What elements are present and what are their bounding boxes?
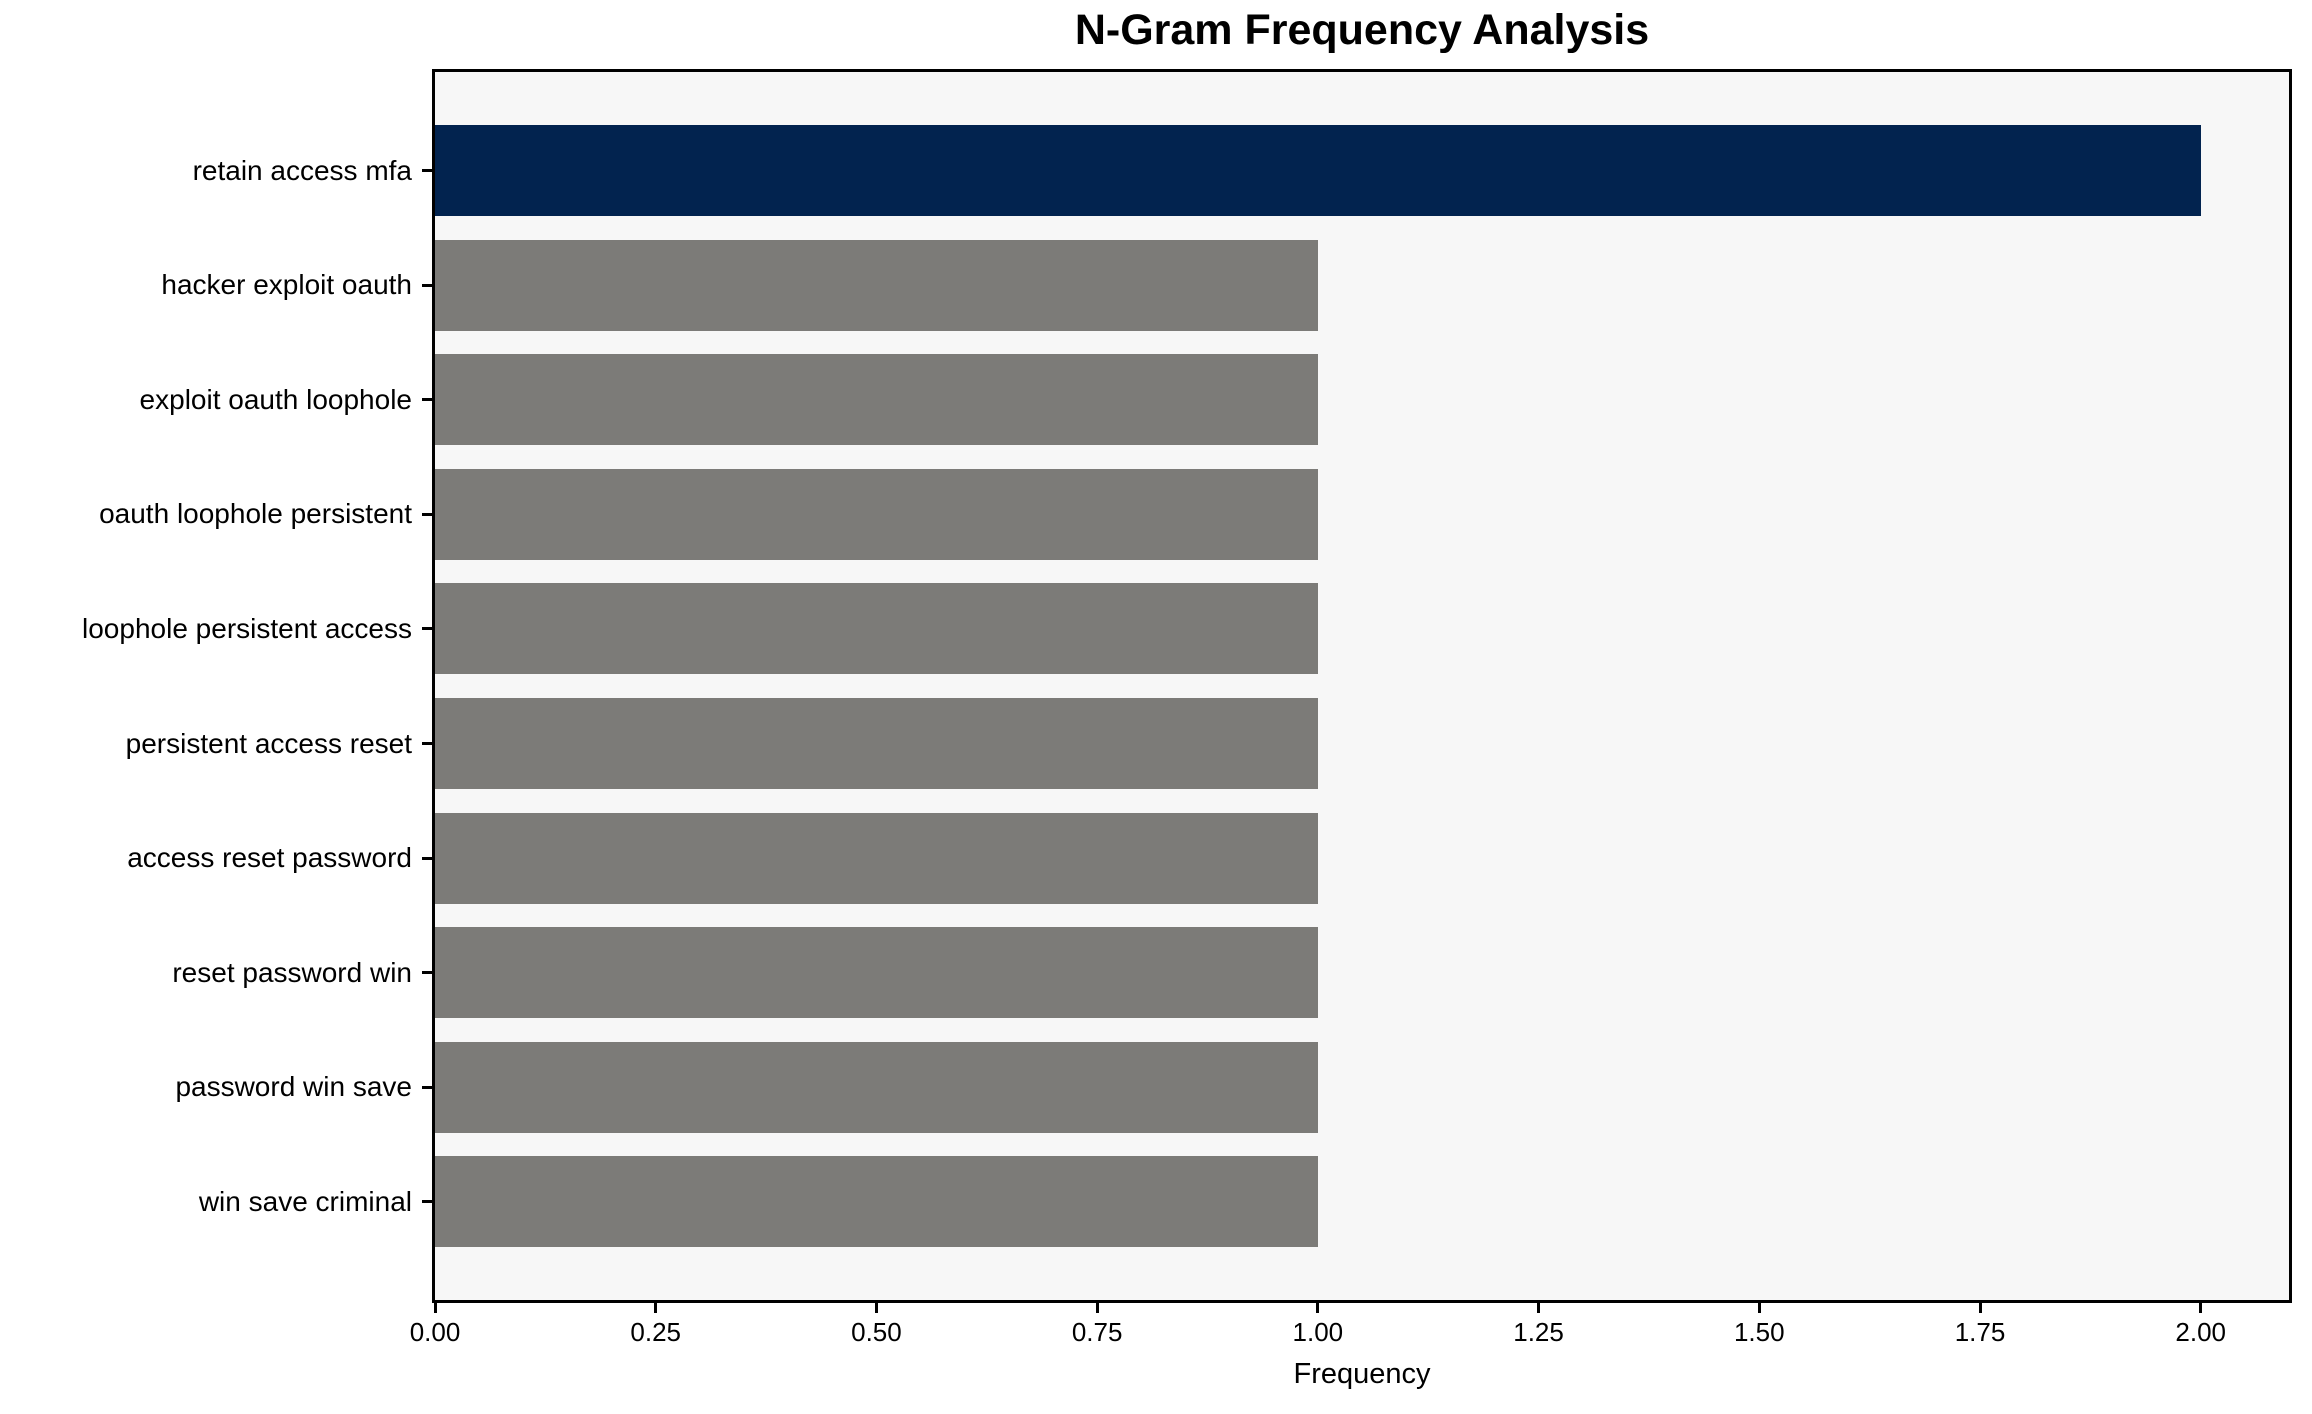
x-tick-label: 2.00	[2175, 1317, 2226, 1347]
y-tick-label: persistent access reset	[125, 727, 412, 759]
x-tick-label: 1.75	[1954, 1317, 2006, 1347]
y-tick-mark	[422, 1200, 432, 1204]
y-tick-mark	[422, 169, 432, 172]
x-tick-label: 1.25	[1513, 1317, 1564, 1347]
y-tick-label: reset password win	[172, 956, 412, 988]
x-tick-mark	[1316, 1303, 1320, 1313]
x-tick-label: 0.75	[1071, 1317, 1123, 1347]
bar-persistent-access-reset	[435, 698, 1318, 789]
x-tick-label: 0.25	[630, 1317, 681, 1347]
y-tick-mark	[422, 971, 432, 975]
x-tick-mark	[1978, 1303, 1982, 1313]
x-tick-mark	[433, 1303, 437, 1313]
y-tick-mark	[422, 627, 432, 631]
y-tick-label: exploit oauth loophole	[139, 383, 412, 415]
y-tick-label: access reset password	[127, 842, 412, 874]
y-tick-mark	[422, 283, 432, 287]
bar-retain-access-mfa	[435, 125, 2201, 216]
x-tick-label: 1.50	[1733, 1317, 1785, 1347]
bar-access-reset-password	[435, 812, 1318, 904]
x-tick-mark	[1095, 1303, 1099, 1313]
y-tick-label: hacker exploit oauth	[161, 269, 412, 301]
bar-hacker-exploit-oauth	[435, 239, 1318, 331]
chart-title: N-Gram Frequency Analysis	[1074, 6, 1650, 54]
x-tick-mark	[1537, 1303, 1541, 1313]
y-tick-mark	[422, 512, 432, 516]
x-tick-label: 1.00	[1292, 1317, 1344, 1347]
y-tick-mark	[422, 856, 432, 860]
x-tick-mark	[1757, 1303, 1761, 1313]
bar-oauth-loophole-persistent	[435, 468, 1318, 560]
y-tick-label: retain access mfa	[192, 154, 412, 186]
y-axis: retain access mfa hacker exploit oauth exp…	[0, 0, 432, 1414]
x-tick-mark	[654, 1303, 658, 1313]
x-tick-label: 0.50	[851, 1317, 902, 1347]
bar-loophole-persistent-access	[435, 583, 1318, 675]
y-tick-mark	[422, 742, 432, 745]
bar-exploit-oauth-loophole	[435, 354, 1318, 446]
bar-win-save-criminal	[435, 1156, 1318, 1248]
y-tick-label: loophole persistent access	[82, 612, 412, 644]
x-tick-mark	[2199, 1303, 2203, 1313]
y-tick-mark	[422, 1085, 432, 1089]
x-tick-mark	[874, 1303, 878, 1313]
bar-password-win-save	[435, 1041, 1318, 1133]
y-tick-label: oauth loophole persistent	[99, 498, 412, 530]
x-axis-title: Frequency	[1293, 1358, 1431, 1390]
y-tick-label: password win save	[175, 1071, 412, 1103]
bar-reset-password-win	[435, 927, 1318, 1019]
y-tick-mark	[422, 398, 432, 402]
y-tick-label: win save criminal	[198, 1185, 412, 1217]
plot-area	[432, 69, 2292, 1303]
